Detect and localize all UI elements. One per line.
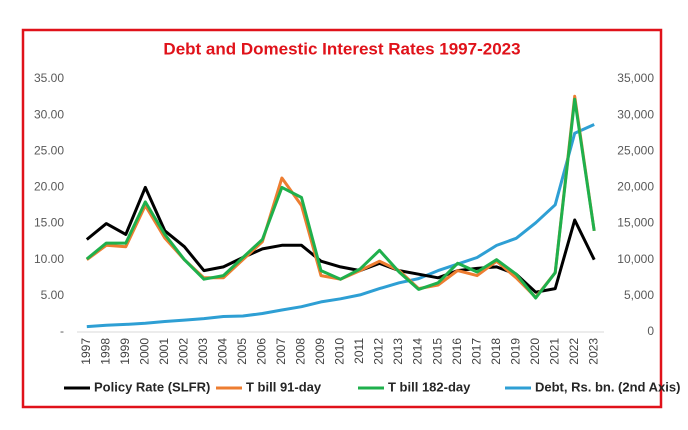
x-tick-label: 2013 [391, 338, 405, 365]
x-tick-label: 2011 [352, 338, 366, 364]
x-tick-label: 2018 [489, 338, 503, 365]
x-tick-label: 1999 [118, 338, 132, 365]
x-tick-label: 2020 [528, 338, 542, 365]
series-line [86, 123, 595, 329]
y2-tick-label: 5,000 [624, 288, 654, 302]
y2-tick-label: 15,000 [617, 216, 654, 230]
x-tick-label: 2017 [469, 338, 483, 365]
x-tick-label: 2019 [508, 338, 522, 365]
y-tick-label: 35.00 [34, 71, 64, 85]
x-tick-label: 2016 [450, 338, 464, 365]
x-tick-label: 2015 [430, 338, 444, 365]
y-tick-label: - [60, 324, 64, 338]
y-tick-label: 15.00 [34, 216, 64, 230]
x-tick-label: 2014 [411, 338, 425, 365]
frame [21, 28, 663, 409]
x-tick-label: 1997 [79, 338, 93, 365]
y2-tick-label: 25,000 [617, 143, 654, 157]
y2-tick-label: 35,000 [617, 71, 654, 85]
x-tick-label: 2021 [547, 338, 561, 365]
y2-tick-label: 30,000 [617, 107, 654, 121]
legend-label: T bill 182-day [388, 379, 471, 394]
x-tick-label: 2007 [274, 338, 288, 365]
x-tick-label: 2012 [372, 338, 386, 365]
x-tick-label: 1998 [98, 338, 112, 365]
x-tick-label: 2005 [235, 338, 249, 365]
x-tick-label: 2004 [216, 338, 230, 365]
x-tick-label: 2010 [333, 338, 347, 365]
y2-tick-label: 20,000 [617, 180, 654, 194]
y2-tick-label: 10,000 [617, 252, 654, 266]
y-tick-label: 10.00 [34, 252, 64, 266]
x-tick-label: 2006 [255, 338, 269, 365]
x-tick-label: 2001 [157, 338, 171, 365]
x-tick-label: 2009 [313, 338, 327, 365]
x-tick-label: 2003 [196, 338, 210, 365]
chart-title: Debt and Domestic Interest Rates 1997-20… [163, 39, 520, 58]
legend-label: Policy Rate (SLFR) [94, 379, 210, 394]
y2-tick-label: 0 [647, 324, 654, 338]
y-tick-label: 30.00 [34, 107, 64, 121]
legend-label: Debt, Rs. bn. (2nd Axis) [535, 379, 680, 394]
x-tick-label: 2000 [137, 338, 151, 365]
series-line [85, 97, 596, 300]
y-tick-label: 5.00 [41, 288, 65, 302]
x-tick-label: 2022 [567, 338, 581, 365]
x-tick-label: 2023 [586, 338, 600, 365]
y-tick-label: 20.00 [34, 180, 64, 194]
legend-label: T bill 91-day [246, 379, 322, 394]
x-tick-label: 2002 [177, 338, 191, 365]
x-tick-label: 2008 [294, 338, 308, 365]
y-tick-label: 25.00 [34, 143, 64, 157]
